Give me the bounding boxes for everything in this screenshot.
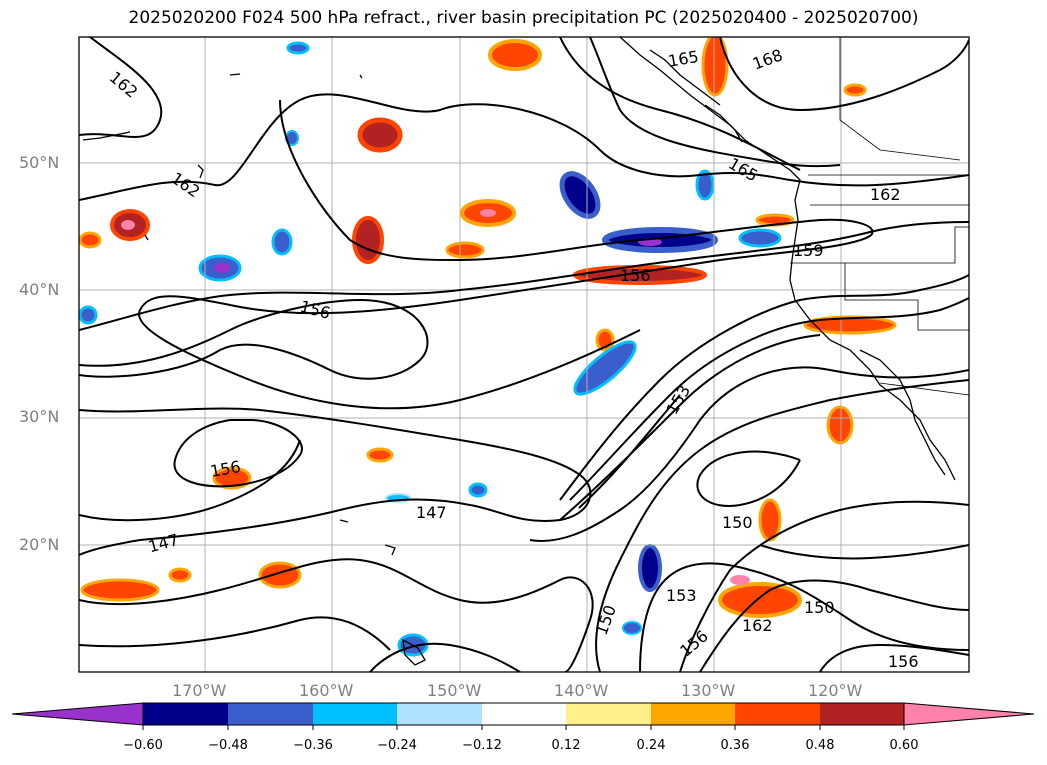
lon-label-150w: 150°W [427,681,482,700]
colorbar-segment [820,703,904,725]
lon-label-170w: 170°W [172,681,227,700]
boundaries [790,37,969,396]
lat-label-50n: 50°N [19,153,60,172]
contour-label: 156 [620,266,651,285]
contour-label: 150 [592,603,620,638]
colorbar-tick-label: 0.48 [805,738,835,753]
precip-negative-patches [79,41,782,657]
contour-label: 147 [416,503,447,522]
colorbar-segment [143,703,228,725]
colorbar-segment [228,703,313,725]
contour-label: 153 [662,382,694,418]
lon-label-120w: 120°W [808,681,863,700]
colorbar-extend-low [11,702,144,726]
colorbar-tick-label: −0.48 [208,738,248,753]
coastlines [82,37,956,666]
contour-label: 147 [146,530,180,556]
lat-label-40n: 40°N [19,280,60,299]
contour-label: 153 [666,586,697,605]
contour-label: 156 [888,652,919,671]
colorbar-tick-label: 0.60 [889,738,919,753]
colorbar-tick-label: 0.12 [551,738,581,753]
lon-label-130w: 130°W [681,681,736,700]
contour-labels: 162 165 168 165 162 159 156 156 162 153 … [106,45,919,671]
map-title: 2025020200 F024 500 hPa refract., river … [128,8,919,28]
colorbar-segment [651,703,735,725]
lat-label-20n: 20°N [19,535,60,554]
contour-label: 159 [793,241,824,260]
contour-label: 165 [667,47,700,71]
contour-label: 162 [742,616,773,635]
colorbar-segment [482,703,566,725]
colorbar-tick-label: 0.24 [636,738,666,753]
contour-label: 150 [804,598,835,617]
colorbar-outline [142,702,905,726]
plot-frame [78,36,970,673]
lon-label-140w: 140°W [554,681,609,700]
colorbar-segment [735,703,820,725]
refractivity-contours [79,37,969,672]
contour-label: 162 [870,185,901,204]
contour-label: 162 [168,168,204,201]
colorbar-tick-label: 0.36 [720,738,750,753]
colorbar-segment [313,703,397,725]
precip-positive-patches [79,37,897,618]
colorbar-segment [397,703,482,725]
colorbar-tick-label: −0.60 [123,738,163,753]
lon-label-160w: 160°W [299,681,354,700]
colorbar-tick-label: −0.24 [377,738,417,753]
colorbar-tick-label: −0.12 [462,738,502,753]
map-area: 162 165 168 165 162 159 156 156 162 153 … [79,37,969,672]
colorbar-tick-label: −0.36 [293,738,333,753]
lat-label-30n: 30°N [19,407,60,426]
contour-label: 168 [750,45,785,73]
contour-label: 156 [676,626,712,660]
colorbar-segment [566,703,651,725]
contour-label: 156 [298,297,332,323]
colorbar [11,702,1035,730]
colorbar-extend-high [903,702,1035,726]
contour-label: 150 [722,513,753,532]
